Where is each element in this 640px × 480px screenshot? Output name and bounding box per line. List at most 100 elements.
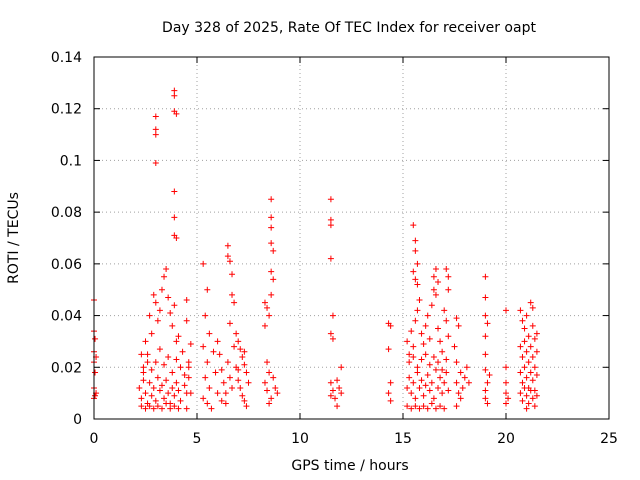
data-point-plus-marker xyxy=(266,312,273,319)
data-point-plus-marker xyxy=(455,390,462,397)
data-point-plus-marker xyxy=(332,395,339,402)
x-tick-label: 0 xyxy=(90,431,99,447)
data-point-plus-marker xyxy=(167,405,174,412)
data-point-plus-marker xyxy=(210,348,217,355)
data-point-plus-marker xyxy=(523,348,530,355)
data-point-plus-marker xyxy=(185,374,192,381)
data-point-plus-marker xyxy=(503,364,509,371)
y-tick-label: 0.04 xyxy=(51,309,82,325)
data-point-plus-marker xyxy=(183,405,190,412)
data-point-plus-marker xyxy=(412,403,419,410)
data-point-plus-marker xyxy=(241,397,248,404)
data-point-plus-marker xyxy=(410,343,417,350)
data-point-plus-marker xyxy=(200,395,207,402)
y-tick-label: 0.06 xyxy=(51,257,82,273)
data-point-plus-marker xyxy=(138,395,145,402)
data-point-plus-marker xyxy=(482,294,489,301)
data-point-plus-marker xyxy=(152,359,159,366)
data-point-plus-marker xyxy=(177,397,184,404)
data-point-plus-marker xyxy=(175,405,182,412)
data-point-plus-marker xyxy=(529,304,536,311)
data-point-plus-marker xyxy=(268,291,275,298)
data-point-plus-marker xyxy=(338,364,345,371)
data-point-plus-marker xyxy=(270,276,277,283)
data-point-plus-marker xyxy=(482,333,489,340)
data-point-plus-marker xyxy=(140,369,147,376)
data-point-plus-marker xyxy=(432,266,439,273)
data-point-plus-marker xyxy=(173,235,180,241)
data-point-plus-marker xyxy=(519,379,526,386)
data-point-plus-marker xyxy=(235,366,242,373)
data-point-plus-marker xyxy=(169,369,176,376)
plot-frame xyxy=(93,56,610,420)
data-point-plus-marker xyxy=(202,312,209,319)
y-tick-label: 0.14 xyxy=(51,50,82,66)
data-point-plus-marker xyxy=(150,291,157,298)
data-point-plus-marker xyxy=(531,403,538,410)
data-point-plus-marker xyxy=(439,366,446,373)
data-point-plus-marker xyxy=(142,390,149,397)
data-point-plus-marker xyxy=(457,395,464,402)
data-point-plus-marker xyxy=(173,338,180,345)
data-point-plus-marker xyxy=(327,379,334,386)
data-point-plus-marker xyxy=(387,379,394,386)
data-point-plus-marker xyxy=(163,266,170,273)
data-point-plus-marker xyxy=(521,384,528,391)
data-point-plus-marker xyxy=(527,369,534,376)
data-point-plus-marker xyxy=(334,377,341,384)
data-point-plus-marker xyxy=(430,286,437,293)
data-point-plus-marker xyxy=(412,247,419,254)
data-point-plus-marker xyxy=(231,343,238,350)
data-point-plus-marker xyxy=(229,291,236,298)
data-point-plus-marker xyxy=(503,390,509,397)
data-point-plus-marker xyxy=(426,387,433,394)
data-point-plus-marker xyxy=(266,400,273,407)
data-point-plus-marker xyxy=(152,126,159,133)
data-point-plus-marker xyxy=(517,390,524,397)
data-point-plus-marker xyxy=(459,384,466,391)
data-point-plus-marker xyxy=(229,384,236,391)
data-point-plus-marker xyxy=(239,392,246,399)
data-point-plus-marker xyxy=(163,377,170,384)
data-point-plus-marker xyxy=(443,317,450,324)
data-point-plus-marker xyxy=(226,374,233,381)
data-point-plus-marker xyxy=(327,216,334,223)
data-point-plus-marker xyxy=(173,356,180,363)
data-point-plus-marker xyxy=(443,356,450,363)
data-point-plus-marker xyxy=(503,400,509,407)
data-point-plus-marker xyxy=(533,372,540,379)
data-point-plus-marker xyxy=(432,405,439,412)
data-point-plus-marker xyxy=(144,351,151,358)
data-point-plus-marker xyxy=(385,346,392,353)
data-point-plus-marker xyxy=(165,390,172,397)
data-point-plus-marker xyxy=(432,291,439,298)
data-point-plus-marker xyxy=(152,113,159,120)
data-point-plus-marker xyxy=(441,307,448,314)
data-point-plus-marker xyxy=(171,87,178,94)
data-point-plus-marker xyxy=(171,403,178,410)
data-point-plus-marker xyxy=(274,390,281,397)
data-point-plus-marker xyxy=(261,379,268,386)
y-tick-label: 0 xyxy=(73,412,82,428)
data-point-plus-marker xyxy=(424,405,431,412)
data-point-plus-marker xyxy=(426,361,433,368)
data-point-plus-marker xyxy=(404,338,411,345)
data-point-plus-marker xyxy=(484,379,491,386)
data-point-plus-marker xyxy=(533,330,540,337)
data-point-plus-marker xyxy=(92,335,99,342)
data-point-plus-marker xyxy=(226,258,233,265)
data-point-plus-marker xyxy=(214,390,221,397)
data-point-plus-marker xyxy=(441,379,448,386)
data-point-plus-marker xyxy=(414,369,421,376)
data-point-plus-marker xyxy=(158,382,165,389)
data-point-plus-marker xyxy=(216,351,223,358)
data-point-plus-marker xyxy=(523,374,530,381)
data-points xyxy=(91,87,540,412)
data-point-plus-marker xyxy=(226,320,233,327)
data-point-plus-marker xyxy=(529,377,536,384)
data-point-plus-marker xyxy=(523,405,530,412)
data-point-plus-marker xyxy=(428,379,435,386)
data-point-plus-marker xyxy=(152,397,159,404)
data-point-plus-marker xyxy=(503,379,509,386)
data-point-plus-marker xyxy=(486,372,493,379)
